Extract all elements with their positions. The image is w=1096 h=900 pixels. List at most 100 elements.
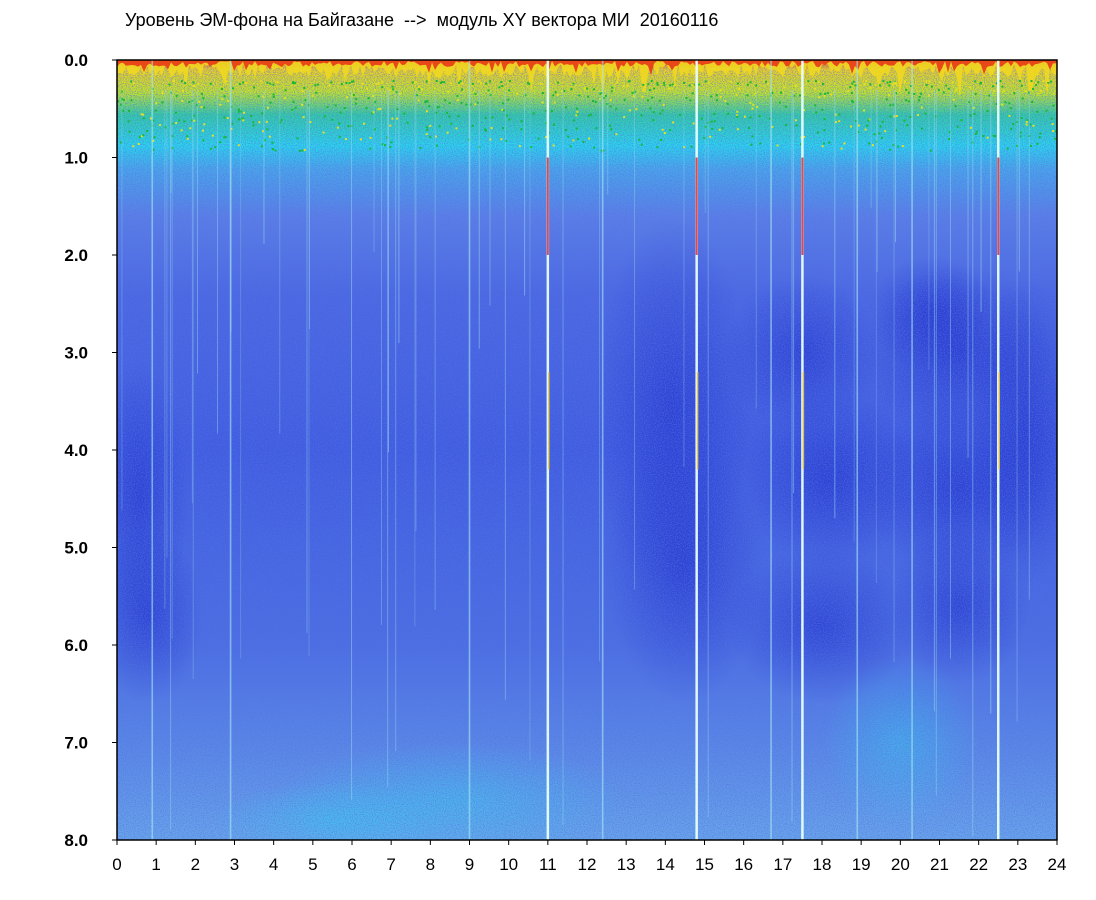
speckle bbox=[418, 88, 421, 91]
speckle bbox=[214, 146, 217, 149]
speckle bbox=[659, 112, 662, 115]
speckle bbox=[301, 90, 304, 93]
speckle bbox=[456, 94, 459, 97]
speckle bbox=[507, 98, 510, 101]
speckle bbox=[656, 81, 659, 84]
speckle bbox=[746, 83, 749, 86]
speckle bbox=[237, 118, 240, 121]
speckle bbox=[628, 109, 631, 112]
speckle bbox=[237, 108, 240, 111]
speckle bbox=[850, 125, 853, 128]
speckle bbox=[388, 89, 391, 92]
speckle bbox=[257, 95, 260, 98]
speckle bbox=[679, 114, 682, 117]
speckle bbox=[438, 125, 441, 128]
speckle bbox=[992, 85, 995, 88]
speckle bbox=[609, 105, 612, 108]
speckle bbox=[743, 115, 746, 118]
speckle bbox=[960, 119, 963, 122]
speckle bbox=[895, 114, 898, 117]
speckle bbox=[691, 84, 694, 87]
speckle bbox=[626, 84, 629, 87]
speckle bbox=[200, 92, 203, 95]
speckle bbox=[119, 141, 122, 144]
speckle bbox=[700, 117, 703, 120]
speckle bbox=[602, 96, 605, 99]
speckle bbox=[504, 139, 507, 142]
speckle bbox=[302, 116, 305, 119]
speckle bbox=[1001, 103, 1004, 106]
speckle bbox=[460, 88, 463, 91]
speckle bbox=[153, 136, 156, 139]
speckle bbox=[417, 99, 420, 102]
speckle bbox=[1054, 137, 1057, 140]
speckle bbox=[395, 91, 398, 94]
speckle bbox=[224, 136, 227, 139]
speckle bbox=[1055, 130, 1057, 133]
speckle bbox=[798, 94, 801, 97]
speckle bbox=[414, 81, 417, 84]
speckle bbox=[250, 115, 253, 118]
speckle bbox=[189, 127, 192, 130]
speckle bbox=[771, 91, 774, 94]
speckle bbox=[691, 92, 694, 95]
speckle bbox=[117, 100, 120, 103]
speckle bbox=[469, 103, 472, 106]
speckle bbox=[751, 107, 754, 110]
x-tick-label: 8 bbox=[426, 855, 435, 874]
speckle bbox=[328, 84, 331, 87]
speckle bbox=[918, 99, 921, 102]
speckle bbox=[132, 145, 135, 148]
speckle bbox=[907, 100, 910, 103]
speckle bbox=[615, 133, 618, 136]
speckle bbox=[436, 106, 439, 109]
speckle bbox=[155, 102, 158, 105]
speckle bbox=[374, 100, 377, 103]
speckle bbox=[175, 121, 178, 124]
speckle bbox=[390, 141, 393, 144]
speckle bbox=[315, 91, 318, 94]
speckle bbox=[633, 90, 636, 93]
y-tick-label: 6.0 bbox=[64, 636, 88, 655]
speckle bbox=[771, 125, 774, 128]
speckle bbox=[171, 122, 174, 125]
speckle bbox=[209, 147, 212, 150]
speckle bbox=[862, 109, 865, 112]
speckle bbox=[219, 141, 222, 144]
speckle bbox=[651, 96, 654, 99]
speckle bbox=[552, 144, 555, 147]
x-tick-label: 23 bbox=[1008, 855, 1027, 874]
speckle bbox=[500, 81, 503, 84]
y-tick-label: 8.0 bbox=[64, 831, 88, 850]
speckle bbox=[484, 116, 487, 119]
speckle bbox=[379, 107, 382, 110]
y-tick-label: 1.0 bbox=[64, 149, 88, 168]
speckle bbox=[891, 83, 894, 86]
speckle bbox=[849, 86, 852, 89]
speckle bbox=[947, 87, 950, 90]
speckle bbox=[152, 139, 155, 142]
speckle bbox=[526, 81, 529, 84]
speckle bbox=[881, 120, 884, 123]
speckle bbox=[1008, 114, 1011, 117]
speckle bbox=[650, 80, 653, 83]
speckle bbox=[857, 131, 860, 134]
speckle bbox=[223, 95, 226, 98]
speckle bbox=[660, 138, 663, 141]
speckle bbox=[226, 117, 229, 120]
speckle bbox=[815, 80, 818, 83]
speckle bbox=[445, 111, 448, 114]
speckle bbox=[1052, 130, 1055, 133]
speckle bbox=[1027, 91, 1030, 94]
speckle bbox=[895, 83, 898, 86]
speckle bbox=[223, 136, 226, 139]
speckle bbox=[435, 80, 438, 83]
speckle bbox=[715, 99, 718, 102]
speckle bbox=[173, 80, 176, 83]
speckle bbox=[146, 130, 149, 133]
speckle bbox=[689, 99, 692, 102]
speckle bbox=[532, 112, 535, 115]
speckle bbox=[272, 95, 275, 98]
speckle bbox=[963, 82, 966, 85]
speckle bbox=[336, 126, 339, 129]
